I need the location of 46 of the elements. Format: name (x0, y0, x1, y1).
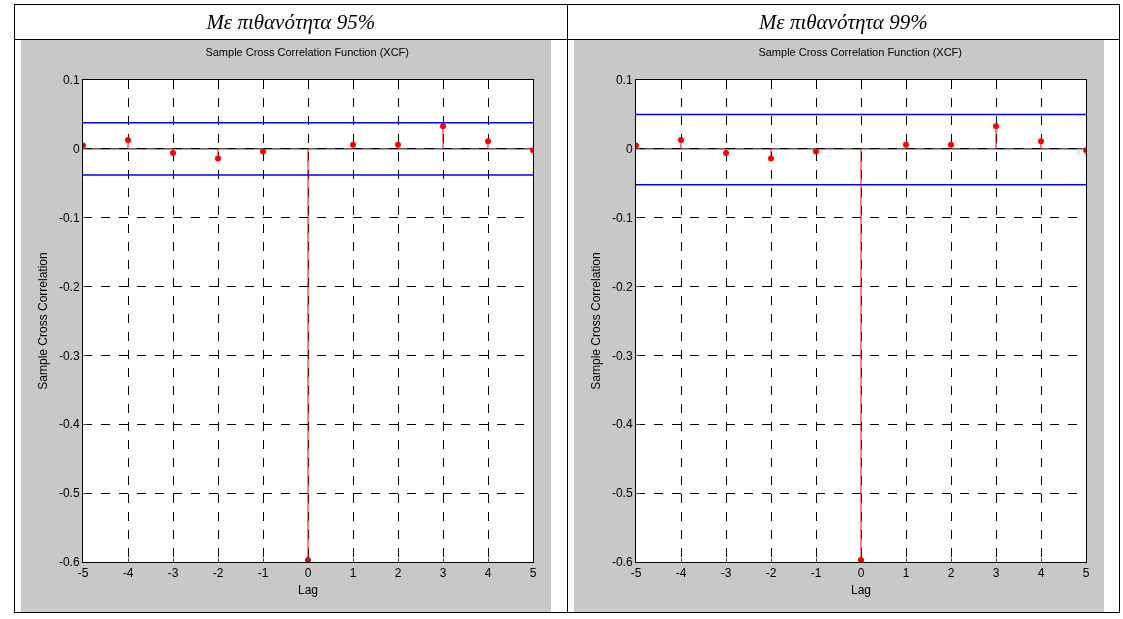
chart-title: Sample Cross Correlation Function (XCF) (205, 46, 409, 59)
x-tick-label: 5 (529, 566, 537, 581)
y-tick-label: -0.5 (611, 486, 633, 501)
x-tick-label: -5 (630, 566, 642, 581)
y-tick-label: -0.6 (611, 555, 633, 570)
y-axis-title: Sample Cross Correlation (36, 252, 51, 390)
y-tick-label: -0.3 (58, 348, 80, 363)
y-tick-label: 0 (625, 142, 633, 157)
x-tick-label: 5 (1082, 566, 1090, 581)
x-tick-label: -2 (765, 566, 777, 581)
x-axis-title: Lag (850, 583, 871, 598)
x-tick-label: -1 (810, 566, 822, 581)
y-tick-label: -0.4 (58, 417, 80, 432)
y-tick-label: -0.6 (58, 555, 80, 570)
x-tick-label: 0 (857, 566, 865, 581)
x-tick-label: -3 (167, 566, 179, 581)
x-tick-label: 2 (394, 566, 402, 581)
x-tick-label: -5 (77, 566, 89, 581)
y-tick-label: -0.3 (611, 348, 633, 363)
x-tick-label: 0 (304, 566, 312, 581)
y-tick-label: 0.1 (615, 73, 633, 88)
x-tick-label: 1 (902, 566, 910, 581)
y-tick-label: -0.1 (611, 210, 633, 225)
chart-title: Sample Cross Correlation Function (XCF) (757, 46, 962, 59)
y-tick-label: 0.1 (62, 73, 80, 88)
x-axis-title: Lag (297, 583, 319, 598)
x-tick-label: 2 (947, 566, 955, 581)
y-tick-label: -0.1 (58, 210, 80, 225)
x-tick-label: 4 (1037, 566, 1045, 581)
chart-subtitle: Με πιθανότητα 95% (15, 5, 567, 40)
y-tick-label: -0.5 (58, 486, 80, 501)
y-axis-title: Sample Cross Correlation (588, 252, 603, 390)
x-tick-label: -2 (212, 566, 224, 581)
y-tick-label: -0.2 (611, 279, 633, 294)
x-tick-label: 3 (439, 566, 447, 581)
x-tick-label: -4 (675, 566, 687, 581)
y-tick-label: -0.4 (611, 417, 633, 432)
x-tick-label: -3 (720, 566, 732, 581)
chart-subtitle: Με πιθανότητα 99% (567, 5, 1119, 40)
x-tick-label: 3 (992, 566, 1000, 581)
x-tick-label: 4 (484, 566, 492, 581)
x-tick-label: -1 (257, 566, 269, 581)
x-tick-label: -4 (122, 566, 134, 581)
x-tick-label: 1 (349, 566, 357, 581)
y-tick-label: -0.2 (58, 279, 80, 294)
y-tick-label: 0 (72, 142, 80, 157)
